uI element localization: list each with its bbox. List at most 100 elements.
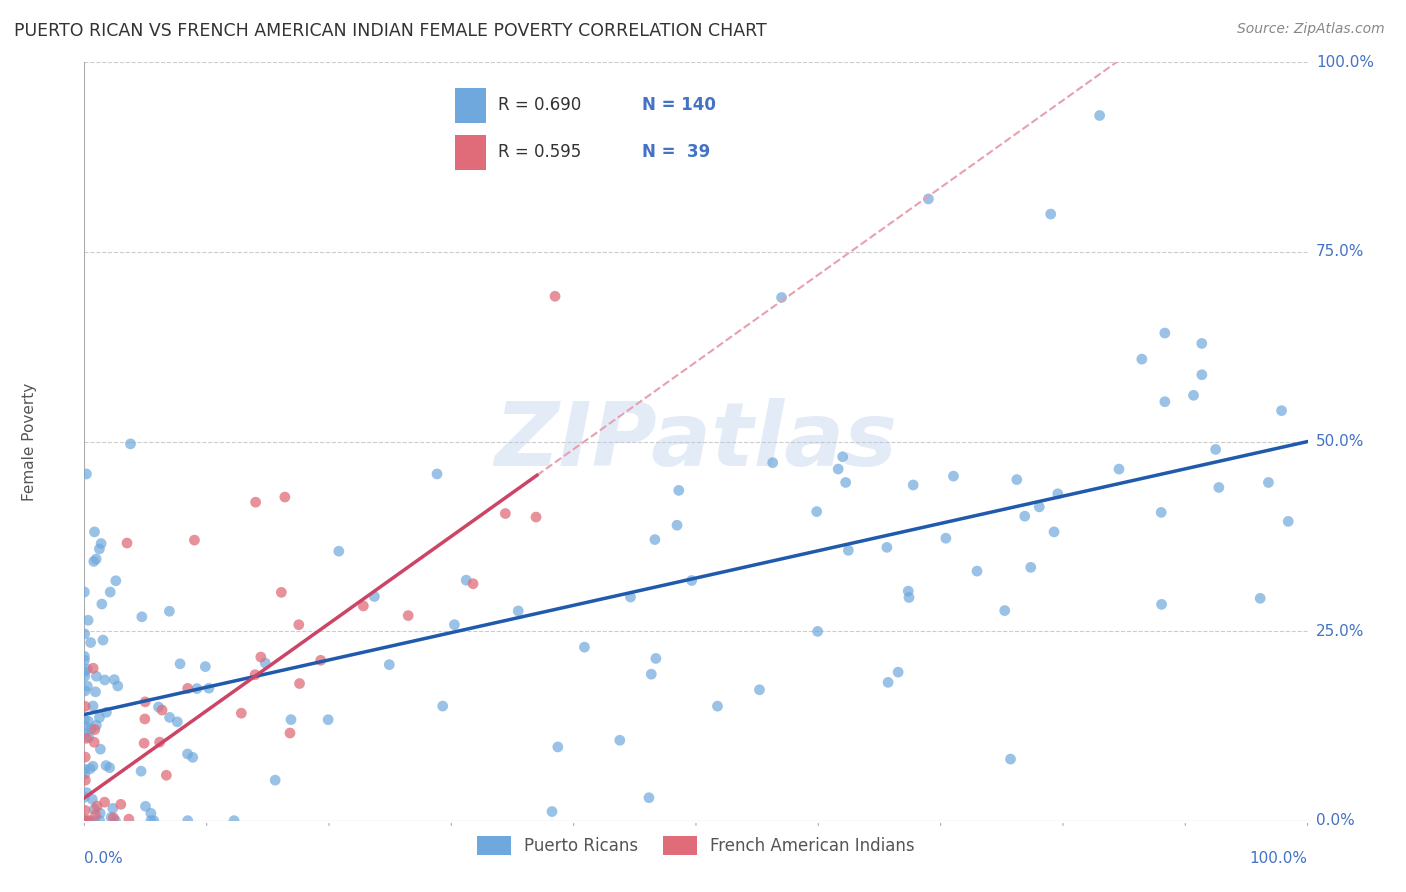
Point <box>84 552 107 566</box>
Point <box>426 467 449 481</box>
Point <box>89 541 111 556</box>
Point <box>966 564 988 578</box>
Point <box>443 617 465 632</box>
Point <box>75 683 97 698</box>
Point <box>1277 515 1299 529</box>
Point <box>166 714 188 729</box>
Point <box>77 730 100 744</box>
Point <box>76 786 98 800</box>
Point <box>876 541 898 555</box>
Text: Female Poverty: Female Poverty <box>22 383 37 500</box>
Point <box>328 544 350 558</box>
Point <box>75 699 97 714</box>
Point <box>77 613 100 627</box>
Point <box>270 585 292 599</box>
Point <box>79 762 101 776</box>
Point <box>316 713 339 727</box>
Point <box>82 661 104 675</box>
Point <box>73 767 96 781</box>
Point <box>84 685 107 699</box>
Point <box>73 713 96 727</box>
Point <box>456 573 478 587</box>
Point <box>1000 752 1022 766</box>
Point <box>177 814 200 828</box>
Point <box>134 712 156 726</box>
Point <box>76 679 98 693</box>
Point <box>396 608 419 623</box>
Point <box>280 713 302 727</box>
Point <box>363 590 385 604</box>
Point <box>278 726 301 740</box>
Point <box>73 653 96 667</box>
Point <box>917 192 939 206</box>
Point <box>494 507 516 521</box>
Point <box>139 814 162 828</box>
Point <box>194 659 217 673</box>
Point <box>508 604 530 618</box>
Point <box>264 773 287 788</box>
Point <box>547 739 569 754</box>
Point <box>86 718 108 732</box>
Point <box>901 478 924 492</box>
Point <box>77 714 100 729</box>
Point <box>609 733 631 747</box>
Point <box>198 681 221 696</box>
Point <box>877 675 900 690</box>
Point <box>1046 487 1069 501</box>
Point <box>90 536 112 550</box>
Point <box>1153 326 1175 340</box>
Point <box>1019 560 1042 574</box>
Point <box>73 649 96 664</box>
Point <box>83 524 105 539</box>
Point <box>181 750 204 764</box>
Point <box>1271 403 1294 417</box>
Point <box>80 722 103 736</box>
Point <box>83 723 105 737</box>
Point <box>1191 368 1213 382</box>
Point <box>619 590 641 604</box>
Point <box>681 574 703 588</box>
Point <box>245 495 267 509</box>
Point <box>118 812 141 826</box>
Text: ZIPatlas: ZIPatlas <box>495 398 897 485</box>
Point <box>887 665 910 680</box>
Point <box>1088 108 1111 122</box>
Point <box>994 604 1017 618</box>
Point <box>1191 336 1213 351</box>
Point <box>142 814 165 828</box>
Point <box>1130 352 1153 367</box>
Point <box>183 533 205 548</box>
Point <box>1108 462 1130 476</box>
Point <box>93 673 115 687</box>
Point <box>148 700 170 714</box>
Point <box>1014 509 1036 524</box>
Text: Source: ZipAtlas.com: Source: ZipAtlas.com <box>1237 22 1385 37</box>
Point <box>640 667 662 681</box>
Point <box>222 814 245 828</box>
Point <box>83 554 105 568</box>
Point <box>807 624 830 639</box>
Point <box>107 679 129 693</box>
Point <box>73 790 96 805</box>
Point <box>254 656 277 670</box>
Point <box>1005 473 1028 487</box>
Point <box>110 797 132 812</box>
Point <box>98 585 121 599</box>
Text: 0.0%: 0.0% <box>84 851 124 866</box>
Point <box>83 802 105 816</box>
Point <box>524 510 547 524</box>
Point <box>90 597 112 611</box>
Point <box>73 585 96 599</box>
Text: 50.0%: 50.0% <box>1316 434 1364 449</box>
Point <box>103 673 125 687</box>
Point <box>75 467 97 481</box>
Point <box>115 536 138 550</box>
Point <box>134 695 156 709</box>
Point <box>79 635 101 649</box>
Point <box>249 650 271 665</box>
Point <box>98 761 121 775</box>
Point <box>149 735 172 749</box>
Text: 0.0%: 0.0% <box>1316 814 1354 828</box>
Point <box>94 758 117 772</box>
Point <box>762 456 785 470</box>
